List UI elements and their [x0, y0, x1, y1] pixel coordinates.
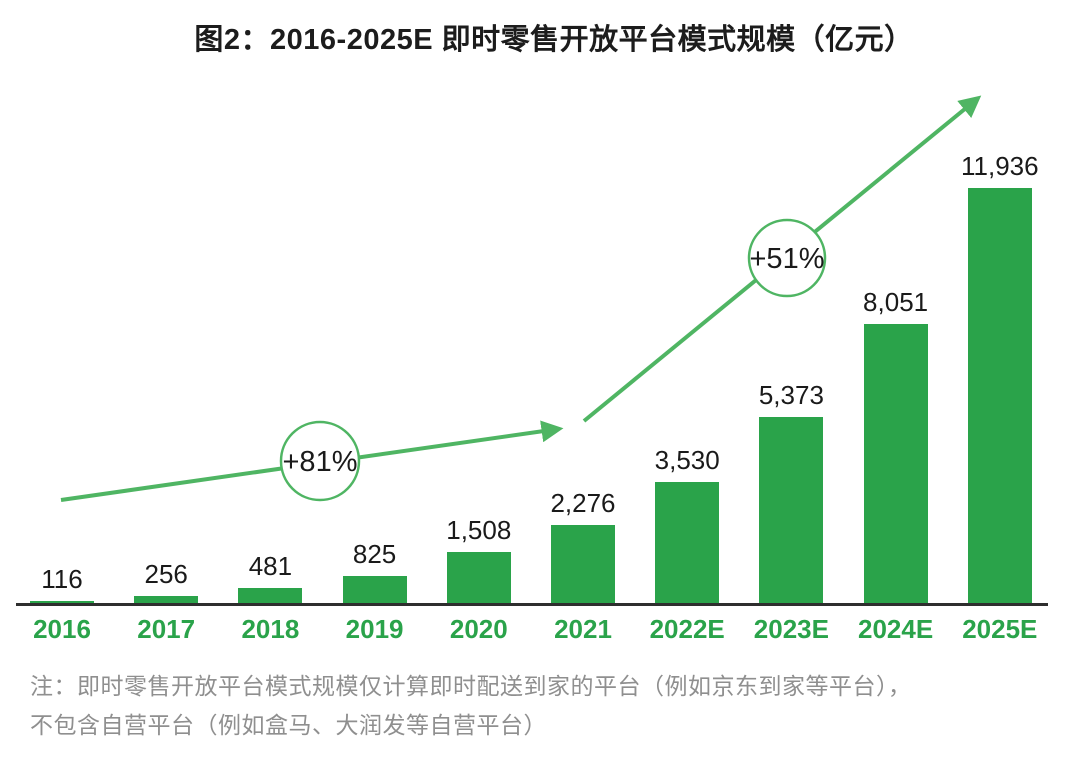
x-tick-2021: 2021 — [554, 614, 612, 644]
bar-2020 — [446, 552, 511, 605]
bar-2024E — [863, 324, 928, 605]
value-label-2024E: 8,051 — [863, 287, 929, 317]
bar-2023E — [759, 417, 824, 605]
value-label-2019: 825 — [352, 539, 397, 569]
value-label-2022E: 3,530 — [654, 445, 720, 475]
value-label-2025E: 11,936 — [961, 151, 1039, 181]
footnote-line-1: 注：即时零售开放平台模式规模仅计算即时配送到家的平台（例如京东到家等平台）， — [30, 673, 912, 699]
x-axis-line — [16, 603, 1048, 606]
cagr-badge-circle-1 — [279, 420, 361, 502]
chart-title: 图2：2016-2025E 即时零售开放平台模式规模（亿元） — [194, 24, 914, 56]
cagr-badge-label-1: +81% — [283, 446, 358, 478]
plot-area: 116 2016 256 2017 481 2018 825 2019 1,508 2020 2,2… — [16, 95, 1048, 644]
x-tick-2023E: 2023E — [753, 614, 829, 644]
growth-arrow-2016-2021 — [60, 420, 564, 502]
value-label-2017: 256 — [144, 559, 188, 589]
x-tick-2020: 2020 — [449, 614, 508, 644]
x-tick-2024E: 2024E — [858, 614, 934, 644]
x-tick-2018: 2018 — [241, 614, 300, 644]
bar-2025E — [967, 188, 1032, 605]
x-tick-2022E: 2022E — [649, 614, 725, 644]
footnote-line-2: 不包含自营平台（例如盒马、大润发等自营平台） — [30, 712, 547, 738]
value-label-2023E: 5,373 — [758, 380, 824, 410]
cagr-badge-label-2: +51% — [750, 243, 825, 275]
value-label-2018: 481 — [248, 551, 293, 581]
value-label-2020: 1,508 — [446, 515, 512, 545]
bar-2018 — [238, 588, 303, 605]
x-tick-2019: 2019 — [345, 614, 404, 644]
footnote: 注：即时零售开放平台模式规模仅计算即时配送到家的平台（例如京东到家等平台）， 不… — [30, 667, 912, 745]
bar-2019 — [342, 576, 407, 605]
bar-2017 — [134, 596, 199, 605]
cagr-badge-circle-2 — [747, 218, 827, 298]
bar-2022E — [655, 482, 720, 605]
x-tick-2025E: 2025E — [962, 614, 1038, 644]
value-label-2016: 116 — [41, 564, 83, 594]
bar-2021 — [551, 525, 615, 605]
value-label-2021: 2,276 — [550, 488, 616, 518]
x-tick-2017: 2017 — [137, 614, 196, 644]
x-tick-2016: 2016 — [33, 614, 91, 644]
